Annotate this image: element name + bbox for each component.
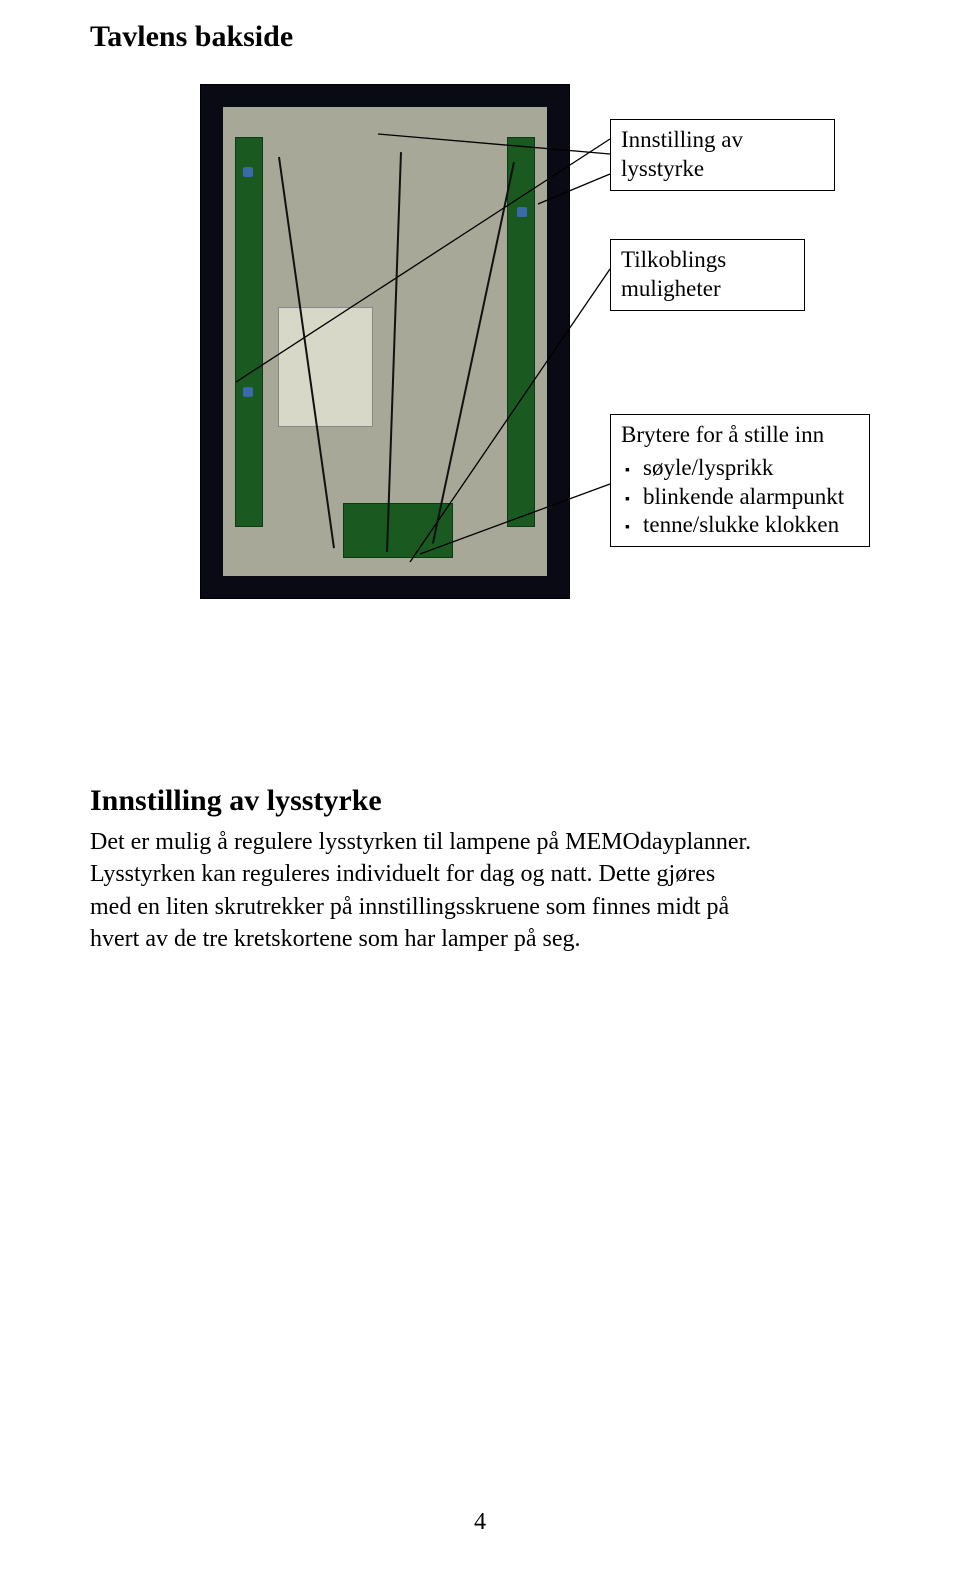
label-sticker — [278, 307, 373, 427]
callout-brightness: Innstilling av lysstyrke — [610, 119, 835, 191]
page-number: 4 — [0, 1509, 960, 1536]
callout-switches: Brytere for å stille inn søyle/lysprikk … — [610, 414, 870, 547]
callout-connections: Tilkoblings muligheter — [610, 239, 805, 311]
diagram: Innstilling av lysstyrke Tilkoblings mul… — [90, 84, 870, 714]
callout-list-item: tenne/slukke klokken — [625, 511, 859, 540]
callout-list-item: søyle/lysprikk — [625, 454, 859, 483]
device-photo — [200, 84, 570, 599]
cable — [432, 162, 515, 544]
potentiometer-icon — [243, 387, 253, 397]
callout-list-item: blinkende alarmpunkt — [625, 483, 859, 512]
potentiometer-icon — [243, 167, 253, 177]
device-panel — [223, 107, 547, 576]
callout-text: Innstilling av lysstyrke — [621, 127, 743, 181]
callout-text: Tilkoblings muligheter — [621, 247, 726, 301]
section-body: Det er mulig å regulere lysstyrken til l… — [90, 826, 760, 956]
potentiometer-icon — [517, 207, 527, 217]
callout-heading: Brytere for å stille inn — [621, 421, 859, 450]
pcb-right — [507, 137, 535, 527]
pcb-left — [235, 137, 263, 527]
page-title: Tavlens bakside — [90, 20, 870, 54]
callout-list: søyle/lysprikk blinkende alarmpunkt tenn… — [621, 454, 859, 540]
section-heading: Innstilling av lysstyrke — [90, 784, 870, 818]
cable — [386, 152, 402, 552]
